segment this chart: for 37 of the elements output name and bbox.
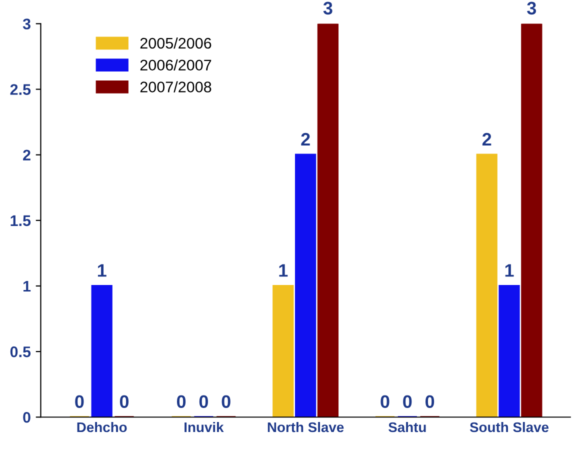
legend-label: 2007/2008	[140, 81, 212, 92]
bar	[317, 24, 339, 418]
y-tick-label: 3	[22, 18, 30, 30]
data-label: 0	[176, 395, 186, 408]
data-label: 3	[323, 2, 332, 15]
data-label: 0	[380, 395, 390, 408]
y-tick-label: 1.5	[10, 215, 31, 226]
x-tick-label: North Slave	[268, 422, 344, 432]
legend-label: 2005/2006	[140, 37, 212, 49]
y-tick-label: 1	[23, 281, 31, 292]
legend-label: 2006/2007	[140, 59, 212, 71]
bar	[498, 284, 520, 418]
x-tick-label: Dehcho	[77, 422, 127, 432]
data-label: 1	[98, 264, 106, 277]
data-label: 0	[199, 395, 208, 408]
data-label: 1	[279, 264, 288, 277]
bar	[294, 154, 316, 418]
data-label: 2	[482, 132, 492, 146]
data-label: 0	[222, 395, 230, 408]
data-label: 3	[527, 2, 536, 15]
data-label: 0	[426, 395, 434, 408]
bar	[476, 154, 498, 418]
data-label: 0	[120, 395, 129, 408]
bar	[272, 284, 294, 418]
data-label: 1	[505, 264, 514, 277]
y-tick-label: 0	[23, 412, 30, 423]
data-label: 0	[75, 395, 84, 408]
data-label: 2	[301, 132, 310, 146]
y-tick-label: 2	[23, 150, 30, 160]
x-tick-label: Inuvik	[184, 422, 224, 432]
bar	[521, 24, 542, 418]
x-tick-label: Sahtu	[388, 422, 426, 432]
y-tick-label: 0.5	[10, 346, 31, 358]
bar	[91, 284, 112, 418]
data-label: 0	[403, 395, 412, 408]
x-tick-label: South Slave	[470, 422, 549, 432]
y-tick-label: 2.5	[10, 84, 31, 95]
